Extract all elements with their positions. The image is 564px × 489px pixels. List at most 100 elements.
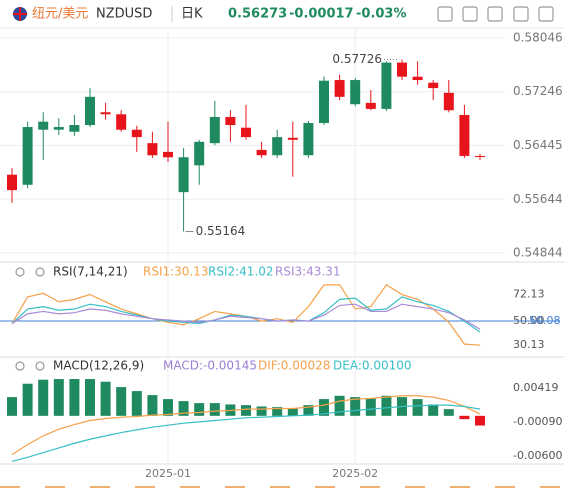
settings-icon[interactable] bbox=[35, 361, 45, 371]
legend-entry: MACD:-0.00145 bbox=[163, 359, 257, 373]
series-line bbox=[11, 395, 481, 456]
y-tick-label: 0.56445 bbox=[513, 138, 563, 152]
period: 日K bbox=[181, 7, 203, 22]
candle-body bbox=[7, 174, 17, 191]
x-tick-label: 2025-01 bbox=[145, 467, 191, 480]
histogram-bar bbox=[443, 409, 454, 416]
histogram-bar bbox=[209, 403, 220, 416]
candle-body bbox=[116, 114, 127, 130]
candle-body bbox=[334, 80, 345, 97]
candle-body bbox=[241, 127, 251, 138]
candle-body bbox=[475, 155, 485, 158]
annotation: 0.57726 bbox=[332, 52, 382, 66]
histogram-bar bbox=[100, 381, 111, 416]
panel-title: RSI(7,14,21) bbox=[53, 265, 128, 279]
eye-icon[interactable] bbox=[15, 361, 25, 371]
histogram-bar bbox=[272, 407, 283, 416]
change-pct: -0.03% bbox=[356, 7, 407, 22]
histogram-bar bbox=[459, 415, 470, 420]
candle-body bbox=[209, 116, 220, 144]
tool-icon[interactable] bbox=[437, 6, 453, 22]
histogram-bar bbox=[38, 379, 49, 416]
candle-body bbox=[397, 62, 407, 77]
y-tick-label: 30.13 bbox=[513, 338, 545, 351]
candle-body bbox=[22, 127, 33, 185]
tool-icon[interactable] bbox=[538, 6, 554, 22]
histogram-bar bbox=[319, 399, 329, 416]
legend-entry: DIF:0.00028 bbox=[258, 359, 330, 373]
tool-icon[interactable] bbox=[462, 6, 478, 22]
histogram-bar bbox=[428, 404, 439, 416]
flag-cross bbox=[13, 7, 27, 21]
y-tick-label: 72.13 bbox=[513, 287, 545, 300]
legend-entry: RSI1:30.13 bbox=[143, 265, 209, 279]
candle-body bbox=[381, 62, 392, 109]
candle-body bbox=[69, 125, 80, 132]
change: -0.00017 bbox=[289, 7, 354, 22]
candle-body bbox=[38, 121, 49, 130]
price: 0.56273 bbox=[228, 7, 287, 22]
annotation: 0.55164 bbox=[196, 224, 246, 238]
series-line bbox=[11, 303, 481, 330]
histogram-bar bbox=[53, 379, 64, 416]
candle-body bbox=[412, 76, 423, 81]
candle-body bbox=[131, 129, 142, 138]
candle-body bbox=[100, 112, 111, 115]
series-line bbox=[11, 284, 481, 346]
candle-body bbox=[350, 80, 361, 105]
tool-icon[interactable] bbox=[513, 6, 529, 22]
legend-entry: RSI2:41.02 bbox=[208, 265, 274, 279]
x-tick-label: 2025-02 bbox=[332, 467, 378, 480]
histogram-bar bbox=[69, 379, 80, 416]
histogram-bar bbox=[178, 401, 189, 416]
histogram-bar bbox=[475, 415, 485, 426]
histogram-bar bbox=[116, 387, 127, 416]
histogram-bar bbox=[303, 405, 314, 416]
settings-icon[interactable] bbox=[35, 267, 45, 277]
candle-body bbox=[194, 141, 205, 166]
histogram-bar bbox=[131, 391, 142, 416]
histogram-bar bbox=[194, 403, 205, 416]
histogram-bar bbox=[163, 399, 173, 416]
reference-label: 50.08 bbox=[529, 314, 561, 327]
y-tick-label: 0.58046 bbox=[513, 31, 563, 45]
candle-body bbox=[443, 92, 454, 111]
panel-title: MACD(12,26,9) bbox=[53, 359, 144, 373]
histogram-bar bbox=[412, 399, 423, 416]
instrument-symbol: NZDUSD bbox=[96, 7, 152, 22]
y-tick-label: -0.00600 bbox=[513, 449, 562, 462]
histogram-bar bbox=[256, 406, 267, 416]
histogram-bar bbox=[287, 408, 298, 416]
instrument-name: 纽元/美元 bbox=[32, 7, 88, 22]
eye-icon[interactable] bbox=[15, 267, 25, 277]
legend-entry: DEA:0.00100 bbox=[333, 359, 412, 373]
histogram-bar bbox=[381, 395, 392, 416]
candle-body bbox=[163, 151, 173, 158]
candle-body bbox=[178, 157, 189, 193]
histogram-bar bbox=[334, 395, 345, 416]
candle-body bbox=[147, 143, 158, 156]
series-line bbox=[11, 296, 481, 333]
y-tick-label: -0.00090 bbox=[513, 415, 562, 428]
candle-body bbox=[272, 137, 283, 156]
histogram-bar bbox=[85, 379, 95, 416]
candle-body bbox=[428, 82, 439, 89]
candle-body bbox=[256, 149, 267, 156]
legend-entry: RSI3:43.31 bbox=[275, 265, 341, 279]
candle-body bbox=[225, 116, 236, 126]
histogram-bar bbox=[7, 397, 17, 416]
candle-body bbox=[319, 80, 329, 124]
candle-body bbox=[53, 127, 64, 130]
candle-body bbox=[303, 123, 314, 156]
y-tick-label: 0.54844 bbox=[513, 246, 563, 260]
y-tick-label: 0.55644 bbox=[513, 192, 563, 206]
candle-body bbox=[287, 137, 298, 140]
histogram-bar bbox=[350, 397, 361, 416]
candle-body bbox=[365, 102, 376, 109]
histogram-bar bbox=[147, 395, 158, 416]
tool-icon[interactable] bbox=[487, 6, 503, 22]
series-line bbox=[11, 404, 481, 462]
y-tick-label: 0.57246 bbox=[513, 84, 563, 98]
histogram-bar bbox=[365, 398, 376, 416]
